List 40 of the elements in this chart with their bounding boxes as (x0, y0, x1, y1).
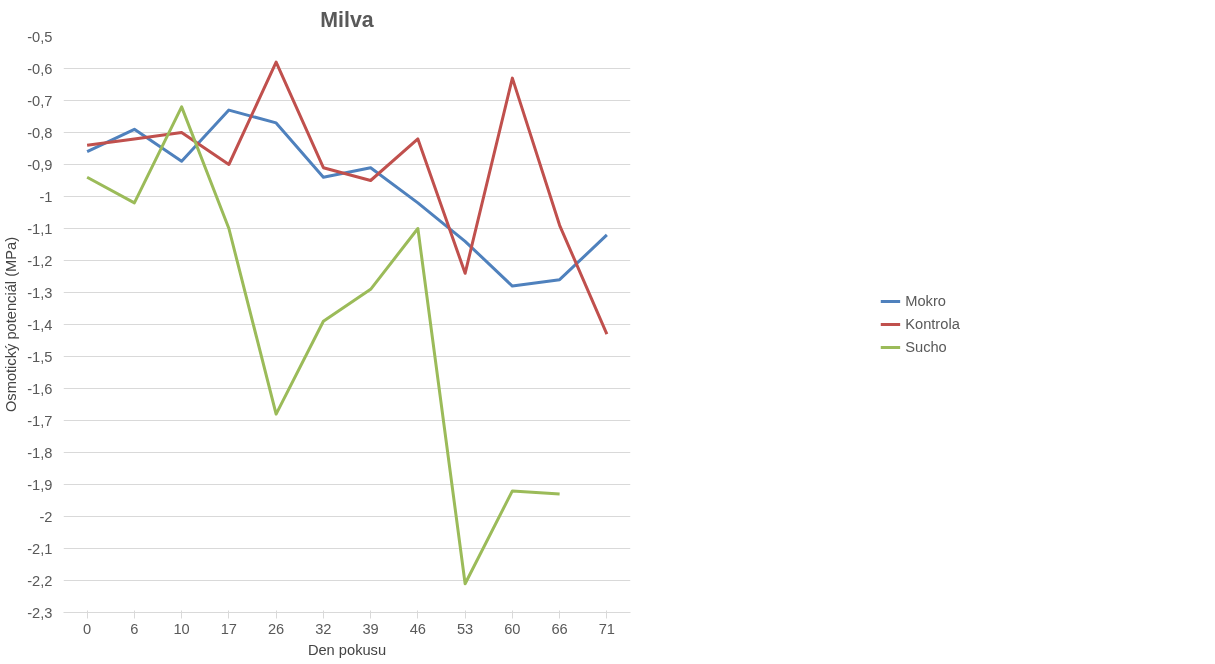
x-tick-label: 0 (83, 620, 92, 637)
y-tick-label: -0,7 (27, 92, 53, 109)
y-tick-label: -1,6 (27, 380, 53, 397)
y-tick-label: -1 (39, 188, 53, 205)
legend-label: Sucho (905, 339, 947, 355)
x-tick-label: 53 (456, 620, 474, 637)
y-tick-label: -1,8 (27, 444, 53, 461)
chart-title: Milva (320, 7, 374, 32)
y-tick-label: -1,2 (27, 252, 53, 269)
x-tick-label: 66 (551, 620, 568, 637)
legend-label: Kontrola (905, 316, 960, 332)
x-tick-label: 46 (409, 620, 427, 637)
x-tick-label: 6 (130, 620, 139, 637)
x-tick-label: 10 (173, 620, 190, 637)
y-axis-title: Osmotický potenciál (MPa) (3, 236, 20, 413)
y-tick-label: -0,5 (27, 28, 53, 45)
x-tick-label: 17 (220, 620, 238, 637)
y-tick-label: -1,4 (27, 316, 53, 333)
y-tick-label: -0,6 (27, 60, 53, 77)
line-series (85, 105, 562, 586)
y-tick-label: -1,7 (27, 412, 53, 429)
legend-label: Mokro (905, 293, 946, 309)
y-tick-label: -1,9 (27, 476, 53, 493)
x-tick-label: 32 (315, 620, 332, 637)
y-tick-label: -2,3 (27, 604, 53, 621)
y-tick-label: -1,1 (27, 220, 53, 237)
line-series (85, 60, 609, 336)
x-tick-label: 71 (598, 620, 616, 637)
y-tick-label: -2,1 (27, 540, 53, 557)
y-tick-label: -1,3 (27, 284, 53, 301)
y-tick-label: -1,5 (27, 348, 53, 365)
y-tick-label: -0,8 (27, 124, 53, 141)
x-tick-label: 39 (362, 620, 379, 637)
y-tick-label: -0,9 (27, 156, 53, 173)
y-tick-label: -2,2 (27, 572, 53, 589)
x-axis-title: Den pokusu (307, 641, 387, 658)
y-tick-label: -2 (39, 508, 53, 525)
line-series (85, 108, 609, 288)
x-tick-label: 26 (267, 620, 285, 637)
x-tick-label: 60 (504, 620, 521, 637)
